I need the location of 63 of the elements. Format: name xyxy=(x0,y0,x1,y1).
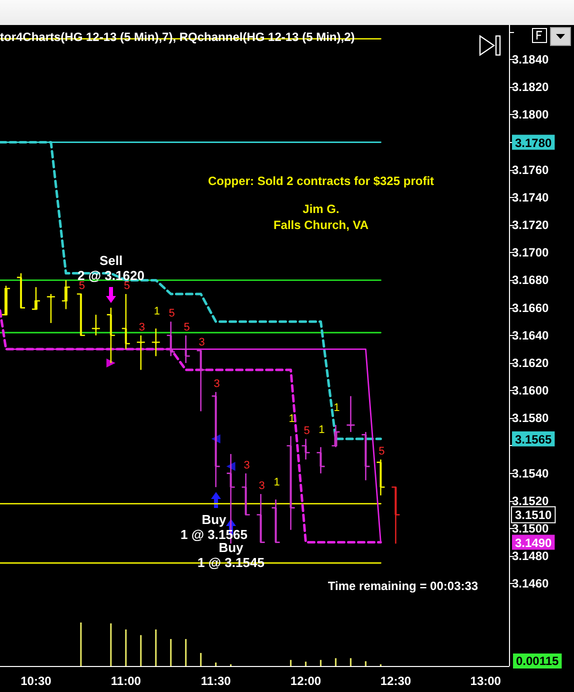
candlestick xyxy=(136,334,146,371)
y-tick-label: 3.1540 xyxy=(512,466,550,480)
y-tick-label: 3.1840 xyxy=(512,52,550,66)
y-tick-label: 3.1800 xyxy=(512,108,550,122)
candlestick xyxy=(286,435,296,531)
y2-tick-label: 3.1490 xyxy=(515,536,552,550)
candlestick xyxy=(61,280,71,310)
candlestick xyxy=(91,314,101,336)
annotation: 5 xyxy=(168,308,175,320)
y-tick-label: 3.1660 xyxy=(512,300,550,315)
y-tick-label: 3.1820 xyxy=(512,80,550,94)
annotation: 1 xyxy=(318,424,325,436)
candlestick xyxy=(301,438,310,460)
y-tick-label: 3.1680 xyxy=(512,273,550,288)
y-tick-label: 3.1740 xyxy=(512,190,550,204)
y-tick-label: 3.1760 xyxy=(512,162,550,177)
x-tick-label: 11:00 xyxy=(110,674,142,688)
candlestick xyxy=(151,328,161,357)
y-tick-label: 3.1500 xyxy=(512,522,550,536)
annotation: 5 xyxy=(378,446,385,458)
annotation: Jim G. xyxy=(302,202,340,216)
x-tick-label: 13:00 xyxy=(470,674,502,688)
annotation: Falls Church, VA xyxy=(273,218,369,232)
y2-tick-label: 3.1510 xyxy=(515,508,552,522)
annotation: 1 xyxy=(154,305,160,318)
y2-tick-label: 3.1780 xyxy=(515,136,552,150)
candlestick xyxy=(316,446,326,474)
annotation: 5 xyxy=(124,280,130,292)
y-tick-label: 3.1600 xyxy=(512,384,550,398)
text: 0.00115 xyxy=(516,654,560,668)
y-tick-label: 3.1520 xyxy=(512,494,550,508)
y-tick-label: 3.1620 xyxy=(512,356,550,370)
annotation: 5 xyxy=(78,280,85,292)
annotation: 3 xyxy=(244,459,250,472)
annotation: 3 xyxy=(138,321,145,334)
annotation: 5 xyxy=(304,424,310,437)
x-tick-label: 12:30 xyxy=(380,674,412,688)
y-tick-label: 3.1640 xyxy=(512,328,550,342)
x-tick-label: 12:00 xyxy=(290,674,322,688)
point xyxy=(106,358,116,368)
candlestick xyxy=(46,293,56,324)
candlestick xyxy=(181,334,190,364)
y-tick-label: 3.1580 xyxy=(512,411,550,426)
y-tick-label: 3.1480 xyxy=(512,549,550,564)
y-tick-label: 3.1460 xyxy=(512,576,550,591)
annotation: 1 xyxy=(334,402,340,414)
x-tick-label: 11:30 xyxy=(200,674,232,688)
annotation: Copper: Sold 2 contracts for $325 profit xyxy=(208,174,434,188)
x-tick-label: 10:30 xyxy=(20,674,52,688)
annotation: 3 xyxy=(258,480,265,492)
candlestick xyxy=(346,395,356,433)
y2-tick-label: 3.1565 xyxy=(515,432,552,446)
y-tick-label: 3.1700 xyxy=(512,246,550,260)
annotation: 5 xyxy=(184,321,190,334)
annotation: Time remaining = 00:03:33 xyxy=(328,579,478,593)
candlestick xyxy=(361,431,370,481)
annotation: 3 xyxy=(214,378,220,390)
y-tick-label: 3.1720 xyxy=(512,218,550,232)
candlestick xyxy=(376,458,386,496)
annotation: 3 xyxy=(198,336,205,349)
annotation: 1 xyxy=(274,476,280,489)
candlestick xyxy=(166,320,176,357)
candlestick xyxy=(121,293,131,350)
